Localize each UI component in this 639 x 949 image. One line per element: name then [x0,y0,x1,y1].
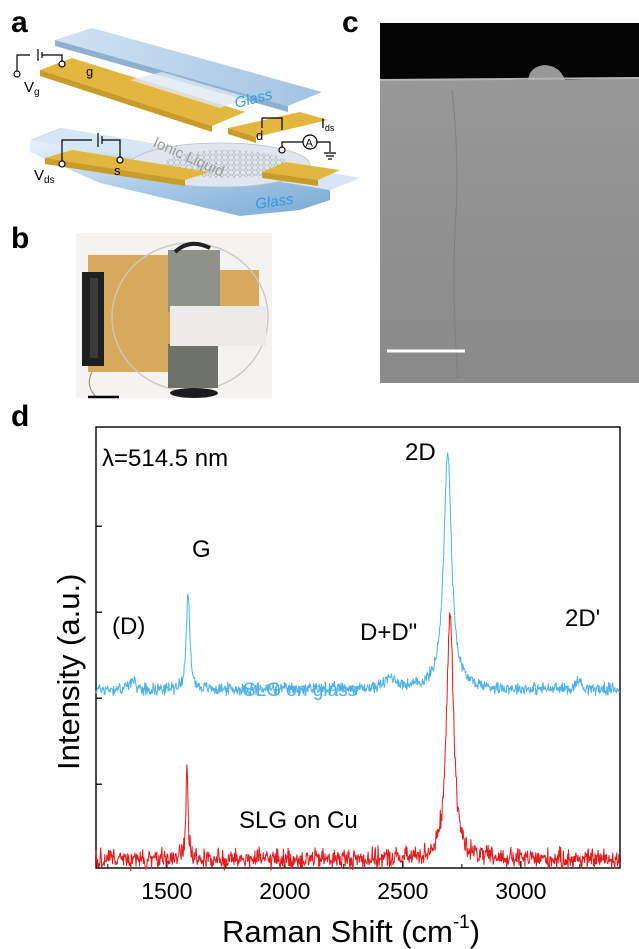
source-electrode [45,150,210,180]
peak-label-2dp: 2D' [565,605,600,632]
panel-d-chart: 1500 2000 2500 3000 λ=514.5 nm (D) G D+D" 2… [51,426,621,949]
source-electrode-edge [45,158,185,186]
x-tick-label: 2500 [377,878,428,904]
x-axis-label: Raman Shift (cm-1) [222,912,480,949]
black-wire-bundle [170,388,218,398]
sem-interface [379,77,639,81]
ammeter-circle [302,134,318,150]
s-label: s [114,163,121,178]
series-label-glass: SLG on glass [243,680,357,701]
sem-crack [451,89,459,381]
sem-image [380,23,639,383]
sem-dark-top [380,23,639,80]
gate-electrode [40,58,245,126]
series-layer [95,452,621,872]
panel-c-sem [379,23,639,383]
y-axis-label: Intensity (a.u.) [51,574,86,770]
x-tick-label: 3000 [495,878,546,904]
gate-window [130,72,250,108]
g-terminal [58,60,66,68]
black-wire-top [173,241,211,254]
gate-electrode-edge [40,70,212,132]
black-contact-left-inner [90,278,98,358]
peak-label-d: (D) [112,613,145,640]
panel-b-photo [76,233,272,399]
d-label: d [256,128,263,143]
peak-label-2d: 2D [405,439,436,466]
s-terminal [116,156,124,164]
vds-terminal [58,160,66,168]
glass-bottom-label: Glass [254,191,295,213]
g-label: g [86,64,93,79]
peak-label-ddpp: D+D" [360,619,417,646]
series-label-cu: SLG on Cu [239,807,358,834]
channel-region [170,306,266,346]
x-tick-label: 1500 [141,878,192,904]
ids-label: Ids [321,115,335,133]
x-axis-ticks: 1500 2000 2500 3000 [107,861,581,904]
series-line-cu [95,612,621,872]
panel-label-b: b [11,222,30,255]
plot-frame [95,426,621,869]
thin-wire [88,371,97,398]
circuit-wires [16,49,336,162]
vg-label: Vg [24,79,40,98]
panel-label-c: c [342,6,359,39]
ammeter-label: A [306,138,314,150]
graphite-bottom [168,344,218,388]
panel-label-d: d [11,400,30,433]
drain-electrode-bottom-edge [262,172,318,186]
drain-electrode-bottom [262,162,340,180]
y-axis-ticks [96,525,102,785]
graphite-top [168,250,220,312]
wavelength-annotation: λ=514.5 nm [102,445,228,472]
d-terminal [278,146,286,154]
drain-electrode-top-edge [228,128,256,143]
series-line-glass [95,452,621,697]
drain-electrode-top [228,112,328,137]
panel-a-schematic: Vg g Glass d A Ids Ionic Liquid Vds s Gl… [13,28,360,216]
peak-label-g: G [192,536,211,563]
vg-terminal [13,70,21,78]
x-tick-label: 2000 [259,878,310,904]
vds-label: Vds [34,167,55,186]
panel-label-a: a [11,6,28,39]
top-glass-plate [55,28,322,106]
